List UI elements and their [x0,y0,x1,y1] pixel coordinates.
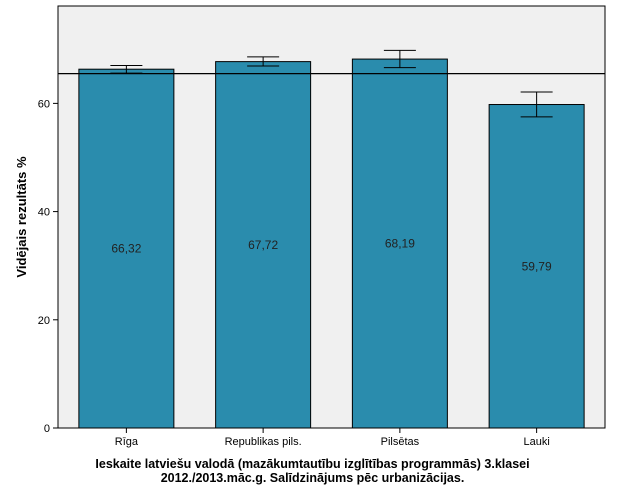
bar [78,68,175,429]
bar-value-label: 59,79 [522,259,552,273]
y-axis-label: Vidējais rezultāts % [14,156,29,278]
bar-value-label: 67,72 [248,238,278,252]
x-tick-label: Lauki [523,436,549,448]
y-tick-label: 0 [44,423,50,435]
bar-value-label: 68,19 [385,237,415,251]
error-bar [520,91,553,118]
bar [215,61,312,429]
error-bar [247,56,280,67]
y-tick-label: 40 [38,207,50,219]
x-axis: Rīga Republikas pils. Pilsētas Lauki [115,428,550,448]
bar-value-label: 66,32 [111,242,141,256]
bars [78,58,585,429]
bar [488,104,585,429]
bar [351,58,448,429]
y-tick-label: 60 [38,98,50,110]
x-tick-label: Pilsētas [381,436,420,448]
chart-caption: Ieskaite latviešu valodā (mazākumtautību… [0,457,625,485]
y-tick-label: 20 [38,315,50,327]
error-bar [383,49,416,69]
x-tick-label: Republikas pils. [225,436,302,448]
y-axis: 0 20 40 60 [38,98,58,435]
caption-line-2: 2012./2013.māc.g. Salīdzinājums pēc urba… [160,471,465,485]
caption-line-1: Ieskaite latviešu valodā (mazākumtautību… [95,457,530,471]
bar-value-labels: 66,32 67,72 68,19 59,79 [111,237,552,274]
x-tick-label: Rīga [115,436,139,448]
